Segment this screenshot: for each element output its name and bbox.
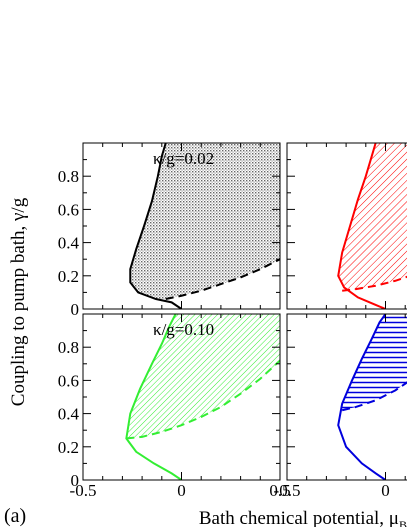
y-tick-label: 0.8	[58, 338, 79, 357]
y-tick-label: 0	[71, 471, 80, 490]
panel-letter: (a)	[4, 505, 26, 527]
x-axis-label: Bath chemical potential, μB	[199, 508, 407, 527]
x-tick-label: 0.5	[269, 481, 290, 500]
dashed-curve-top-right	[342, 275, 407, 292]
y-tick-label: 0.2	[58, 438, 79, 457]
shaded-region-bottom-left	[126, 314, 280, 439]
panel-top-right	[286, 142, 407, 310]
y-tick-label: 0.6	[58, 200, 79, 219]
y-tick-label: 0.8	[58, 167, 79, 186]
kappa-annotation: κ/g=0.02	[153, 149, 214, 168]
solid-curve-bottom-right	[337, 314, 387, 480]
panel-bottom-left: 00.20.40.60.8-0.5 0 0.5κ/g=0.10	[58, 313, 291, 500]
shaded-region-top-left	[130, 143, 280, 300]
dashed-curve-bottom-right	[341, 381, 407, 412]
shaded-region-bottom-right	[342, 314, 407, 411]
kappa-annotation: κ/g=0.10	[153, 320, 214, 339]
dashed-curve-top-left	[165, 258, 280, 301]
solid-curve-top-right	[337, 143, 386, 309]
x-tick-label: 0	[177, 481, 186, 500]
y-tick-label: 0.6	[58, 371, 79, 390]
shaded-region-top-right	[338, 143, 407, 291]
panel-top-left: 0 0.2 0.4 0.6 0.8 κ/g=0.02	[58, 142, 281, 319]
plot-area-bottom-right	[337, 314, 407, 480]
y-tick-label: 0	[71, 300, 80, 319]
x-tick-label: 0	[381, 481, 390, 500]
panel-bottom-right: -0.5 0	[274, 313, 407, 500]
plot-area-top-right	[337, 143, 407, 309]
y-tick-label: 0.2	[58, 267, 79, 286]
dashed-curve-bottom-left	[126, 358, 280, 440]
y-tick-label: 0.4	[58, 234, 80, 253]
solid-curve-top-left	[129, 143, 183, 309]
x-tick-label: -0.5	[274, 481, 301, 500]
y-axis-label: Coupling to pump bath, γ/g	[8, 197, 29, 406]
plot-area-top-left	[129, 143, 280, 309]
x-axis-label-main: Bath chemical potential, μ	[199, 508, 399, 527]
solid-curve-bottom-left	[125, 314, 183, 480]
y-tick-label: 0.4	[58, 405, 80, 424]
plot-area-bottom-left	[125, 314, 280, 480]
x-axis-label-subscript: B	[399, 518, 407, 527]
x-tick-label: -0.5	[70, 481, 97, 500]
